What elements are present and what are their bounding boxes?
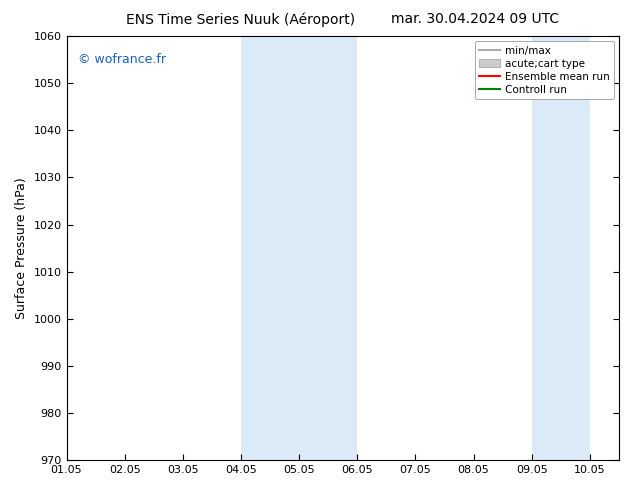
Text: ENS Time Series Nuuk (Aéroport): ENS Time Series Nuuk (Aéroport) <box>126 12 356 27</box>
Bar <box>532 36 590 460</box>
Text: mar. 30.04.2024 09 UTC: mar. 30.04.2024 09 UTC <box>391 12 560 26</box>
Y-axis label: Surface Pressure (hPa): Surface Pressure (hPa) <box>15 177 28 319</box>
Text: © wofrance.fr: © wofrance.fr <box>77 53 165 66</box>
Bar <box>299 36 358 460</box>
Legend: min/max, acute;cart type, Ensemble mean run, Controll run: min/max, acute;cart type, Ensemble mean … <box>475 41 614 99</box>
Bar <box>241 36 299 460</box>
